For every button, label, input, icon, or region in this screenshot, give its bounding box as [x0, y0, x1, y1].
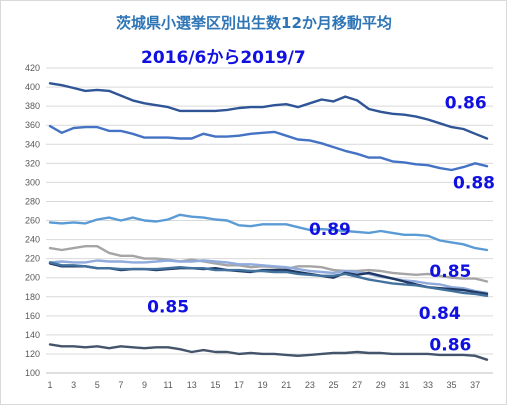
x-tick-label: 29 [376, 380, 386, 390]
x-tick-label: 11 [163, 380, 172, 390]
y-tick-label: 200 [25, 273, 40, 283]
x-tick-label: 21 [281, 380, 291, 390]
y-tick-label: 400 [25, 82, 40, 92]
y-tick-label: 120 [25, 349, 40, 359]
x-tick-label: 9 [142, 380, 147, 390]
series-line-2 [48, 124, 489, 172]
y-tick-label: 280 [25, 196, 40, 206]
chart-title: 茨城県小選挙区別出生数12か月移動平均 [116, 14, 392, 32]
y-tick-label: 180 [25, 292, 40, 302]
y-axis-tick-labels: 100 120 140 160 180 200 220 240 260 280 300 320 340 3… [25, 63, 40, 378]
y-tick-label: 160 [25, 311, 40, 321]
y-tick-label: 420 [25, 63, 40, 73]
y-tick-label: 380 [25, 101, 40, 111]
x-tick-label: 35 [447, 380, 457, 390]
series-line-7 [48, 261, 489, 297]
series-line-1 [48, 82, 489, 140]
x-tick-label: 1 [47, 380, 52, 390]
y-tick-label: 360 [25, 120, 40, 130]
x-tick-label: 3 [71, 380, 76, 390]
x-tick-label: 19 [258, 380, 268, 390]
x-tick-label: 33 [423, 380, 433, 390]
y-tick-label: 260 [25, 216, 40, 226]
y-tick-label: 140 [25, 330, 40, 340]
ratio-annotation: 0.89 [309, 220, 351, 240]
ratio-annotation: 0.86 [429, 335, 471, 355]
series-lines [48, 82, 489, 361]
ratio-annotation: 0.85 [429, 262, 471, 282]
series-line-5 [48, 259, 489, 295]
x-axis-tick-labels: 1 3 5 7 9 11 13 15 17 19 21 23 25 27 29 31 33 35 37 [47, 380, 480, 390]
ratio-annotation: 0.88 [453, 173, 495, 193]
ratio-annotation: 0.86 [445, 93, 487, 113]
ratio-annotation: 0.85 [147, 297, 189, 317]
x-tick-label: 7 [118, 380, 123, 390]
y-tick-label: 300 [25, 177, 40, 187]
x-tick-label: 23 [305, 380, 315, 390]
series-line-4 [48, 244, 489, 283]
y-tick-label: 100 [25, 368, 40, 378]
x-tick-label: 25 [328, 380, 338, 390]
y-tick-label: 320 [25, 158, 40, 168]
x-tick-label: 31 [399, 380, 409, 390]
x-tick-label: 27 [352, 380, 362, 390]
y-tick-label: 220 [25, 254, 40, 264]
ratio-annotation: 0.84 [419, 304, 461, 324]
x-tick-label: 13 [187, 380, 197, 390]
y-tick-label: 340 [25, 139, 40, 149]
chart-subtitle: 2016/6から2019/7 [141, 48, 306, 68]
x-tick-label: 17 [234, 380, 244, 390]
series-line-8 [48, 343, 489, 361]
x-tick-label: 5 [95, 380, 100, 390]
gridlines [46, 67, 493, 374]
y-tick-label: 240 [25, 235, 40, 245]
ratio-annotations: 0.86 0.88 0.89 0.85 0.85 0.84 0.86 [147, 93, 495, 355]
x-tick-label: 15 [210, 380, 220, 390]
x-tick-label: 37 [470, 380, 480, 390]
series-line-3 [48, 213, 489, 252]
